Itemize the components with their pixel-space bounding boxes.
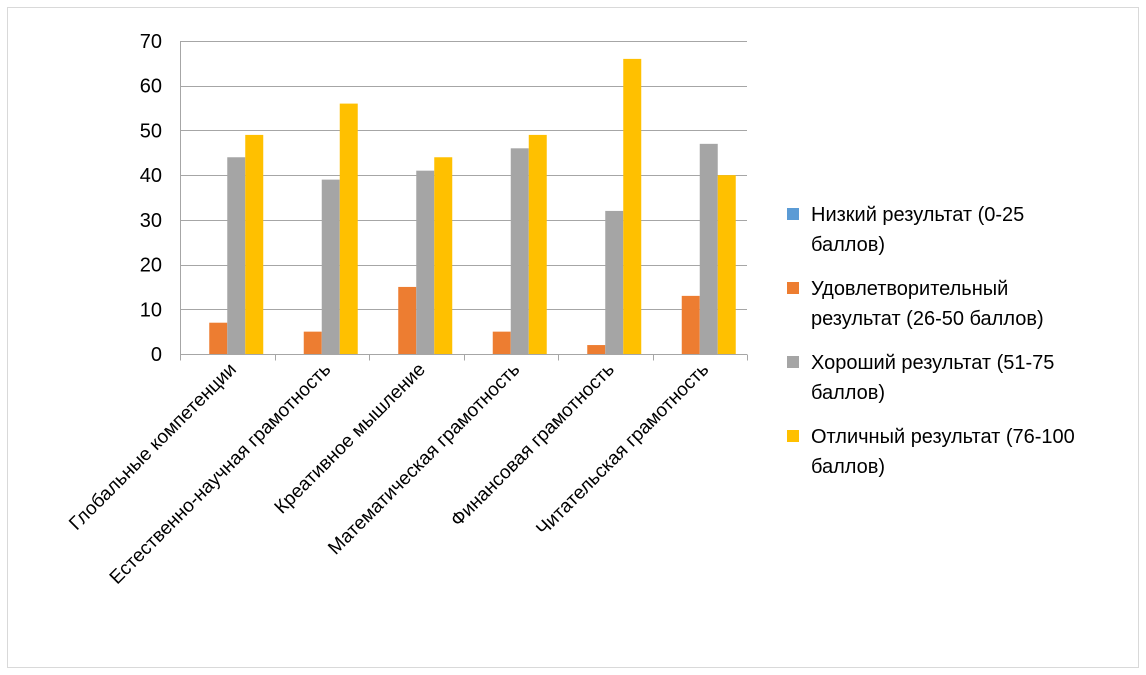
- bar-3-3: [416, 170, 435, 354]
- y-tick-label: 20: [140, 255, 162, 277]
- y-tick-label: 40: [140, 165, 162, 187]
- bar-4-5: [623, 58, 642, 355]
- bar-4-6: [717, 175, 736, 354]
- legend: Низкий результат (0-25 баллов) Удовлетвори…: [787, 204, 1075, 478]
- bar-3-5: [605, 210, 624, 354]
- legend-label-2: Удовлетворительный: [811, 278, 1008, 300]
- bar-2-4: [492, 331, 511, 354]
- legend-label-4: баллов): [811, 456, 885, 478]
- bar-4-4: [528, 134, 547, 354]
- legend-label-3: Хороший результат (51-75: [811, 352, 1054, 374]
- bar-4-2: [339, 103, 358, 354]
- y-axis-tick-labels: 0 10 20 30 40 50 60 70: [140, 31, 162, 366]
- legend-label-3: баллов): [811, 382, 885, 404]
- legend-label-1: Низкий результат (0-25: [811, 204, 1024, 226]
- bar-3-2: [321, 179, 340, 354]
- chart-border: [7, 7, 1139, 668]
- bar-4-3: [434, 157, 453, 354]
- axes: [180, 41, 748, 361]
- bar-3-1: [227, 157, 246, 354]
- bars: [209, 58, 736, 355]
- y-tick-label: 50: [140, 120, 162, 142]
- bar-4-1: [245, 134, 264, 354]
- bar-2-2: [303, 331, 322, 354]
- bar-2-5: [587, 345, 606, 354]
- y-tick-label: 30: [140, 210, 162, 232]
- legend-label-2: результат (26-50 баллов): [811, 308, 1044, 330]
- bar-3-6: [699, 143, 718, 354]
- legend-swatch-3: [787, 356, 799, 368]
- bar-3-4: [510, 148, 529, 354]
- legend-swatch-4: [787, 430, 799, 442]
- y-tick-label: 0: [151, 344, 162, 366]
- bar-2-1: [209, 322, 228, 354]
- legend-label-1: баллов): [811, 234, 885, 256]
- y-tick-label: 70: [140, 31, 162, 53]
- bar-2-6: [681, 295, 700, 354]
- legend-label-4: Отличный результат (76-100: [811, 426, 1075, 448]
- legend-swatch-1: [787, 208, 799, 220]
- bar-2-3: [398, 286, 417, 354]
- y-tick-label: 10: [140, 299, 162, 321]
- legend-swatch-2: [787, 282, 799, 294]
- y-tick-label: 60: [140, 76, 162, 98]
- gridlines: [180, 41, 747, 310]
